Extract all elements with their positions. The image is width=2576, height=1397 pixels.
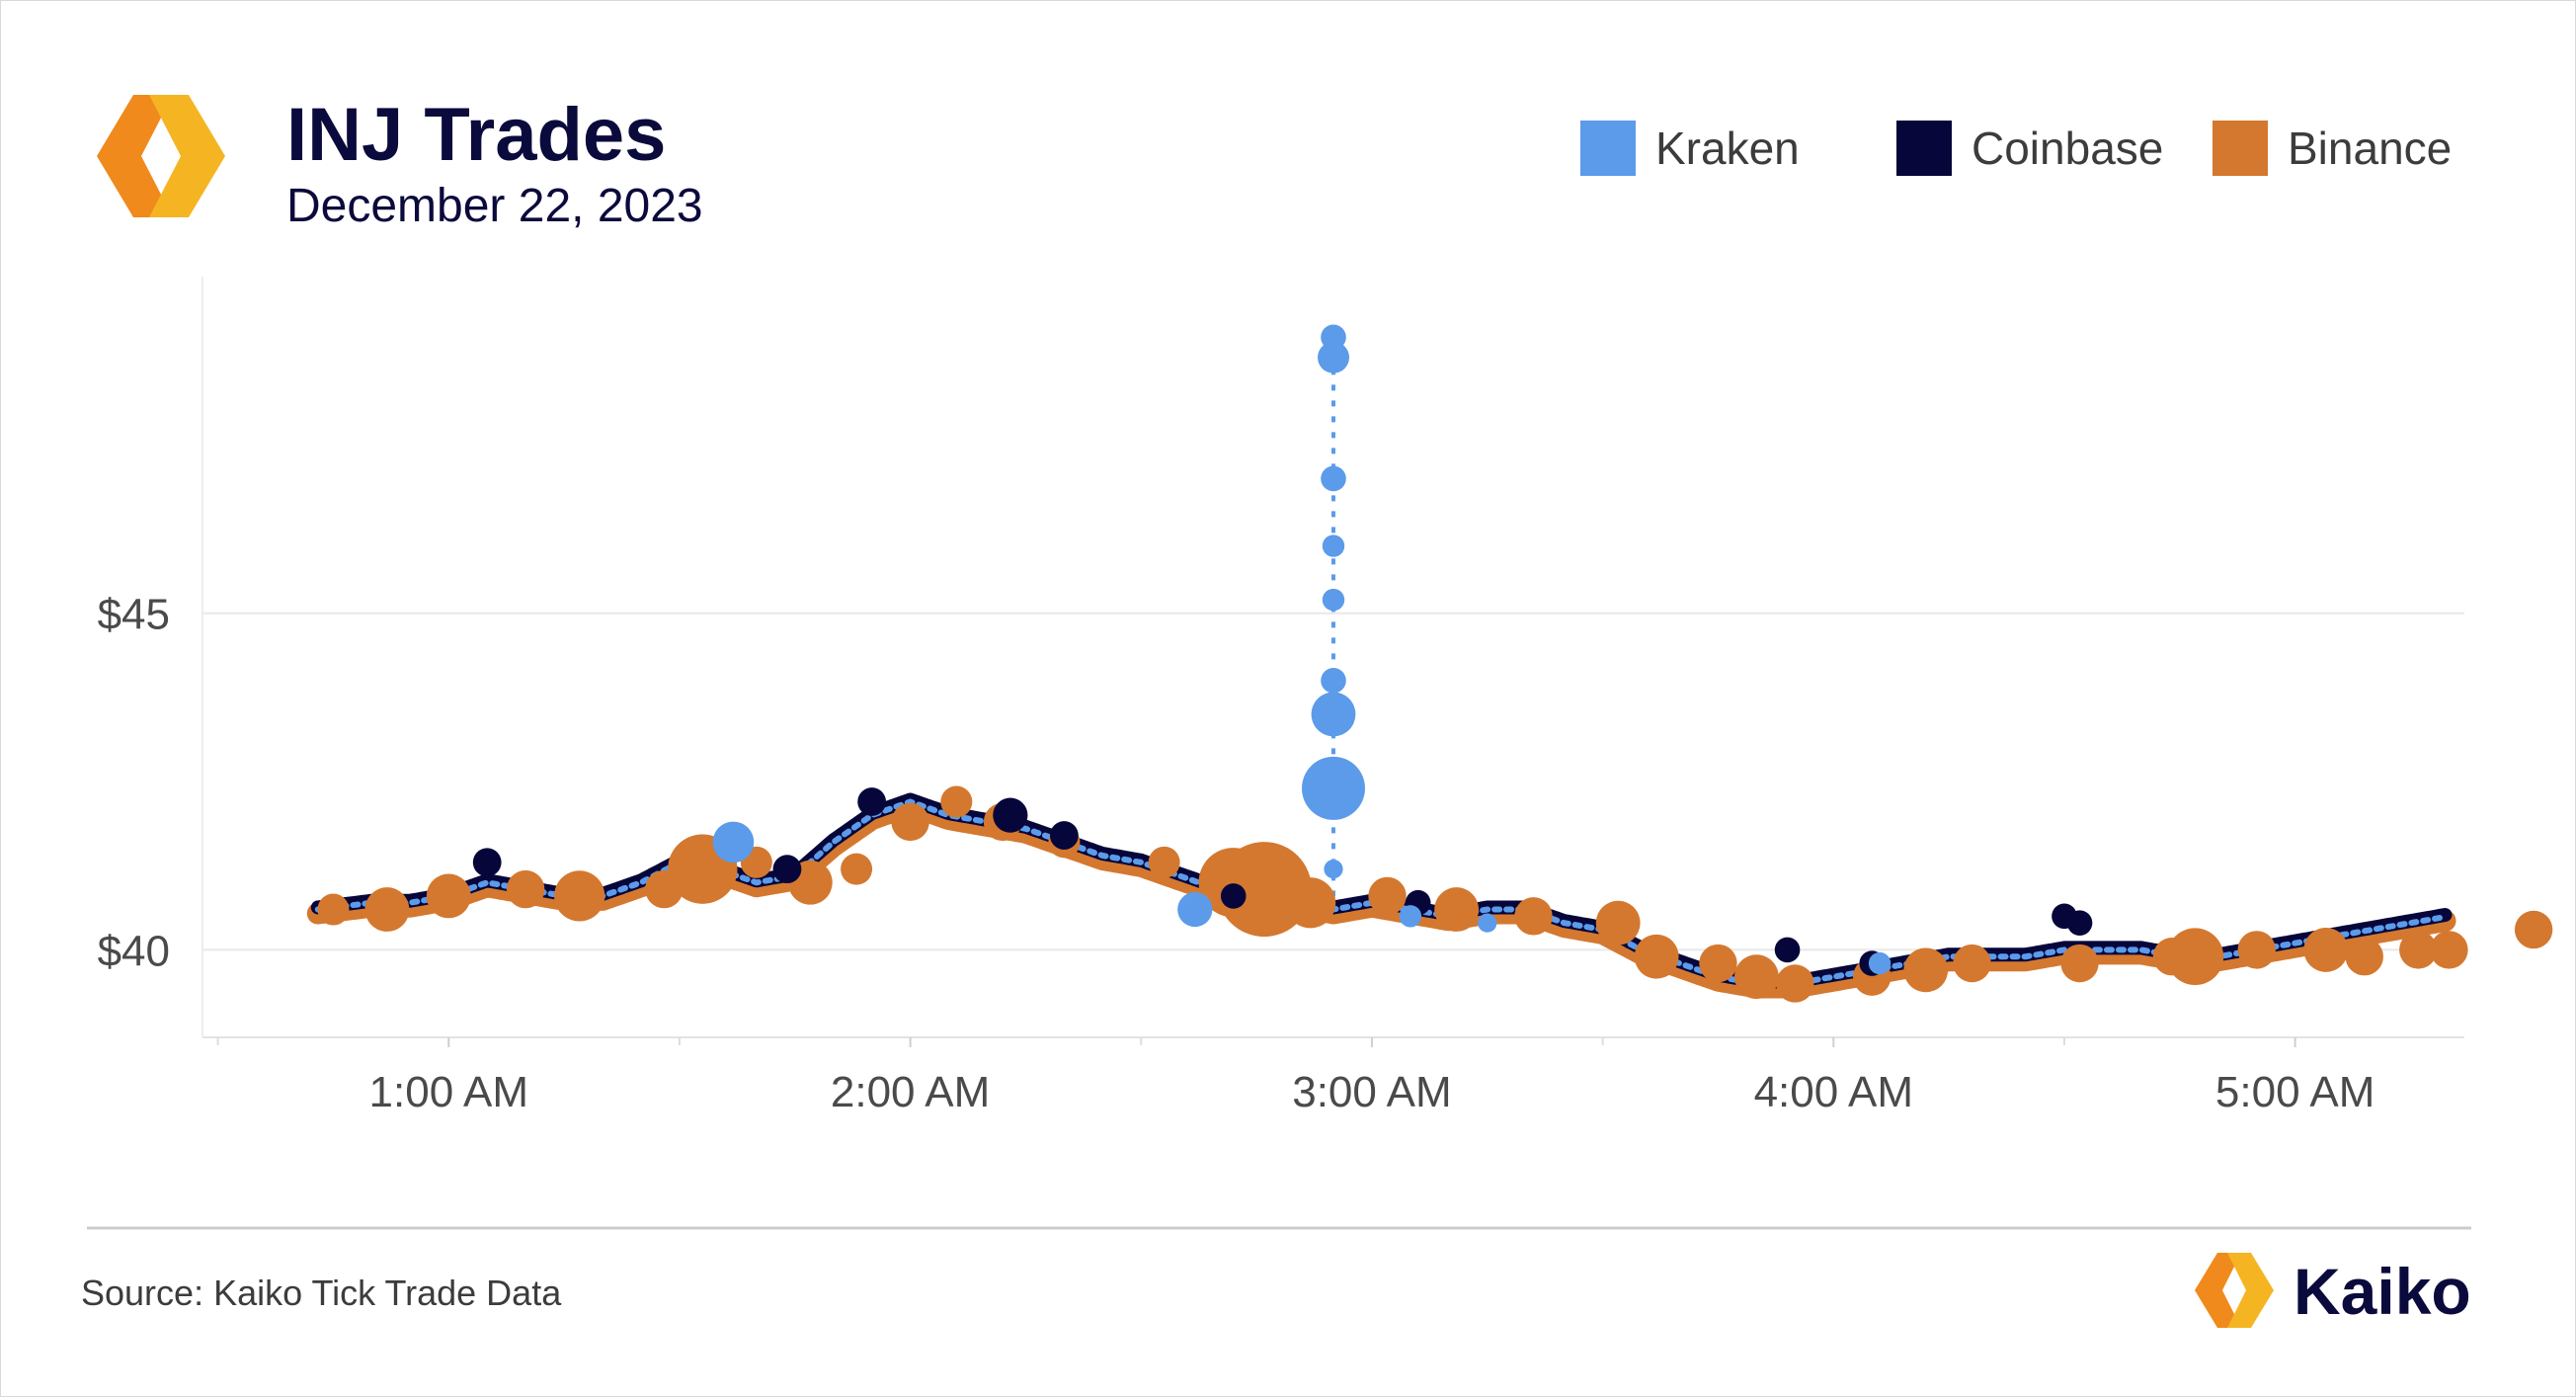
brand-wordmark: Kaiko	[2294, 1255, 2471, 1328]
binance-trade-point	[1434, 887, 1480, 932]
chart-subtitle: December 22, 2023	[286, 180, 703, 232]
binance-trade-point	[2237, 931, 2276, 969]
binance-trade-point	[1634, 934, 1679, 979]
binance-trade-point	[940, 785, 973, 818]
source-note: Source: Kaiko Tick Trade Data	[81, 1273, 562, 1313]
legend-swatch-binance	[2213, 121, 2268, 176]
legend-label-kraken: Kraken	[1655, 123, 1800, 174]
binance-trade-point	[1776, 964, 1814, 1003]
binance-trade-point	[1148, 846, 1180, 878]
binance-trade-point	[317, 893, 350, 926]
kraken-trade-point	[1478, 913, 1497, 933]
kraken-trade-point	[1399, 905, 1422, 928]
binance-trade-point	[506, 869, 545, 909]
kraken-trade-point	[712, 821, 755, 863]
binance-trade-point	[1285, 877, 1336, 929]
kaiko-logo-icon	[2195, 1253, 2274, 1328]
binance-trade-point	[1734, 954, 1779, 1000]
coinbase-trade-point	[772, 855, 802, 884]
chart-title: INJ Trades	[286, 93, 666, 177]
binance-trade-point	[1699, 944, 1737, 983]
legend-label-coinbase: Coinbase	[1972, 123, 2163, 174]
kraken-trade-point	[1318, 341, 1349, 373]
binance-trade-point	[2060, 944, 2099, 983]
x-tick-label: 5:00 AM	[2215, 1068, 2375, 1116]
binance-trade-point	[2399, 931, 2438, 969]
binance-trade-point	[426, 873, 471, 919]
binance-trade-point	[1368, 876, 1407, 916]
coinbase-trade-point	[2066, 910, 2093, 936]
binance-trade-point	[2345, 938, 2383, 976]
marks-layer	[306, 324, 2553, 1003]
kraken-trade-point	[1322, 534, 1345, 557]
binance-trade-point	[1595, 900, 1641, 945]
x-tick-label: 2:00 AM	[831, 1068, 990, 1116]
kraken-trade-point	[1321, 324, 1346, 351]
y-tick-label: $40	[98, 927, 170, 975]
binance-trade-point	[2166, 928, 2224, 986]
y-tick-label: $45	[98, 591, 170, 639]
kraken-trade-point	[1324, 860, 1343, 879]
legend-label-binance: Binance	[2288, 123, 2452, 174]
coinbase-trade-point	[472, 848, 502, 877]
legend: Kraken Coinbase Binance	[1580, 121, 2452, 176]
kraken-trade-point	[1868, 951, 1892, 975]
binance-trade-point	[554, 870, 605, 922]
coinbase-trade-point	[1049, 821, 1079, 850]
binance-trade-point	[841, 853, 873, 885]
kraken-trade-point	[1321, 465, 1346, 492]
coinbase-trade-point	[1220, 883, 1247, 909]
kraken-trade-point	[1311, 692, 1356, 737]
coinbase-trade-point	[857, 787, 887, 816]
binance-trade-point	[891, 802, 929, 842]
kraken-trade-point	[1322, 588, 1345, 612]
kraken-trade-point	[1302, 756, 1365, 820]
binance-trade-point	[1903, 947, 1949, 993]
legend-swatch-coinbase	[1896, 121, 1952, 176]
kaiko-logo-icon	[97, 95, 225, 217]
legend-swatch-kraken	[1580, 121, 1636, 176]
coinbase-trade-point	[993, 797, 1028, 833]
binance-trade-point	[364, 887, 410, 932]
kraken-trade-point	[1177, 891, 1213, 928]
x-tick-label: 4:00 AM	[1754, 1068, 1913, 1116]
coinbase-trade-point	[1774, 937, 1801, 963]
axis-layer: $40 $45 1:00 AM 2:00 AM 3:00 AM 4:00 AM 5:00 A…	[98, 277, 2464, 1116]
binance-trade-point	[2303, 928, 2349, 972]
kraken-trade-point	[1321, 668, 1346, 694]
binance-trade-point	[1953, 944, 1991, 983]
binance-trade-point	[2430, 931, 2468, 969]
binance-trade-point	[1514, 897, 1553, 936]
x-tick-label: 1:00 AM	[369, 1068, 528, 1116]
binance-trade-point	[2514, 910, 2553, 949]
x-tick-label: 3:00 AM	[1292, 1068, 1451, 1116]
